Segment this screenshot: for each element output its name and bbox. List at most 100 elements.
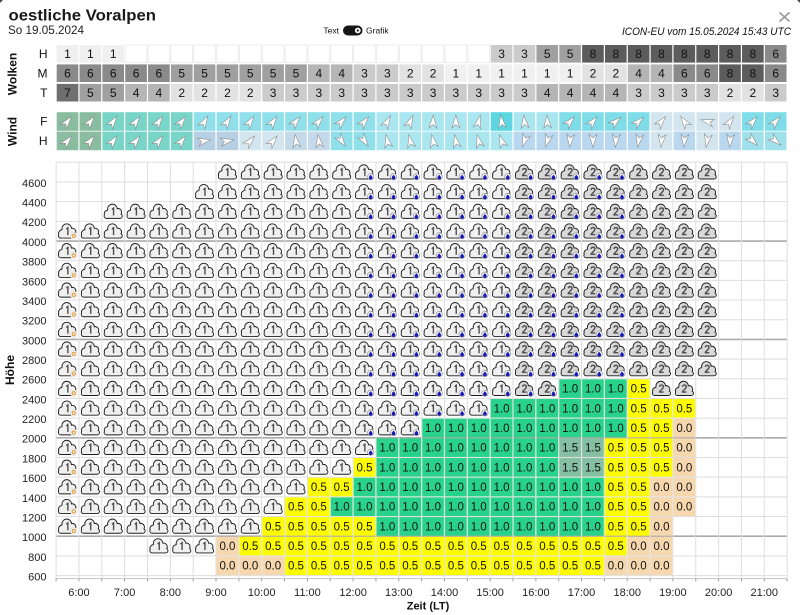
svg-text:0.5: 0.5 bbox=[585, 561, 601, 573]
svg-text:1.0: 1.0 bbox=[539, 482, 555, 494]
svg-text:0.5: 0.5 bbox=[516, 561, 532, 573]
svg-text:8: 8 bbox=[590, 47, 597, 61]
svg-text:3: 3 bbox=[407, 86, 414, 100]
svg-text:20:00: 20:00 bbox=[705, 587, 733, 599]
svg-text:6: 6 bbox=[772, 66, 779, 80]
svg-text:1.0: 1.0 bbox=[516, 423, 532, 435]
svg-text:1.0: 1.0 bbox=[471, 443, 487, 455]
svg-text:4: 4 bbox=[658, 66, 665, 80]
svg-text:1.0: 1.0 bbox=[379, 502, 395, 514]
svg-text:18:00: 18:00 bbox=[613, 587, 641, 599]
svg-text:0.5: 0.5 bbox=[631, 502, 647, 514]
svg-text:4000: 4000 bbox=[22, 237, 46, 249]
svg-text:11:00: 11:00 bbox=[294, 587, 321, 599]
svg-text:1.0: 1.0 bbox=[425, 423, 441, 435]
svg-text:0.5: 0.5 bbox=[471, 541, 487, 553]
svg-text:3: 3 bbox=[681, 86, 688, 100]
svg-text:1.0: 1.0 bbox=[516, 502, 532, 514]
svg-text:2: 2 bbox=[201, 86, 208, 100]
svg-text:1.5: 1.5 bbox=[562, 443, 578, 455]
svg-text:3: 3 bbox=[475, 86, 482, 100]
svg-text:3000: 3000 bbox=[22, 335, 46, 347]
svg-text:0.5: 0.5 bbox=[653, 423, 669, 435]
svg-text:600: 600 bbox=[28, 571, 46, 583]
svg-text:6: 6 bbox=[87, 66, 94, 80]
svg-text:1.0: 1.0 bbox=[539, 462, 555, 474]
svg-text:4: 4 bbox=[315, 66, 322, 80]
svg-text:0.0: 0.0 bbox=[219, 541, 235, 553]
svg-text:0.5: 0.5 bbox=[425, 541, 441, 553]
svg-text:1.0: 1.0 bbox=[494, 521, 510, 533]
svg-text:1.0: 1.0 bbox=[585, 384, 601, 396]
svg-text:0.0: 0.0 bbox=[631, 561, 647, 573]
svg-text:2: 2 bbox=[407, 66, 414, 80]
svg-text:0.5: 0.5 bbox=[357, 541, 373, 553]
svg-text:3: 3 bbox=[384, 86, 391, 100]
svg-text:3: 3 bbox=[498, 86, 505, 100]
svg-text:0.5: 0.5 bbox=[288, 561, 304, 573]
svg-text:8: 8 bbox=[727, 66, 734, 80]
svg-text:5: 5 bbox=[87, 86, 94, 100]
svg-text:1.0: 1.0 bbox=[379, 462, 395, 474]
svg-text:4600: 4600 bbox=[22, 178, 46, 190]
svg-text:M: M bbox=[38, 66, 48, 80]
svg-text:6: 6 bbox=[704, 66, 711, 80]
svg-text:Höhe: Höhe bbox=[3, 355, 17, 385]
svg-text:21:00: 21:00 bbox=[751, 587, 779, 599]
svg-text:0.5: 0.5 bbox=[608, 443, 624, 455]
svg-text:3: 3 bbox=[384, 66, 391, 80]
svg-text:1.0: 1.0 bbox=[494, 462, 510, 474]
svg-text:1.0: 1.0 bbox=[608, 384, 624, 396]
svg-text:Text: Text bbox=[323, 26, 339, 36]
svg-text:1.0: 1.0 bbox=[425, 521, 441, 533]
svg-text:0.5: 0.5 bbox=[653, 403, 669, 415]
svg-text:Zeit (LT): Zeit (LT) bbox=[407, 601, 450, 613]
svg-text:0.5: 0.5 bbox=[334, 561, 350, 573]
svg-text:1.0: 1.0 bbox=[425, 482, 441, 494]
svg-text:So 19.05.2024: So 19.05.2024 bbox=[8, 23, 84, 37]
svg-text:4: 4 bbox=[635, 66, 642, 80]
svg-text:4400: 4400 bbox=[22, 198, 46, 210]
svg-text:0.5: 0.5 bbox=[539, 541, 555, 553]
svg-text:1200: 1200 bbox=[22, 512, 46, 524]
svg-text:1.0: 1.0 bbox=[608, 423, 624, 435]
svg-text:4: 4 bbox=[567, 86, 574, 100]
svg-text:0.5: 0.5 bbox=[379, 561, 395, 573]
svg-text:0.0: 0.0 bbox=[653, 561, 669, 573]
svg-text:H: H bbox=[39, 134, 48, 148]
svg-text:0.5: 0.5 bbox=[631, 521, 647, 533]
svg-text:0.5: 0.5 bbox=[539, 561, 555, 573]
svg-text:4: 4 bbox=[544, 86, 551, 100]
svg-text:1.5: 1.5 bbox=[562, 462, 578, 474]
svg-text:7: 7 bbox=[64, 86, 71, 100]
svg-text:Wind: Wind bbox=[6, 117, 20, 146]
svg-text:0.5: 0.5 bbox=[631, 423, 647, 435]
svg-text:1.0: 1.0 bbox=[516, 443, 532, 455]
svg-text:0.5: 0.5 bbox=[631, 384, 647, 396]
svg-text:4: 4 bbox=[338, 66, 345, 80]
svg-text:4200: 4200 bbox=[22, 217, 46, 229]
svg-text:1.0: 1.0 bbox=[494, 482, 510, 494]
svg-text:0.5: 0.5 bbox=[653, 462, 669, 474]
svg-text:1800: 1800 bbox=[22, 453, 46, 465]
svg-text:1.0: 1.0 bbox=[562, 502, 578, 514]
svg-text:0.5: 0.5 bbox=[631, 443, 647, 455]
svg-text:0.5: 0.5 bbox=[631, 462, 647, 474]
svg-text:1.0: 1.0 bbox=[471, 502, 487, 514]
svg-text:1.0: 1.0 bbox=[379, 443, 395, 455]
svg-text:1.0: 1.0 bbox=[448, 521, 464, 533]
svg-text:0.5: 0.5 bbox=[631, 403, 647, 415]
svg-text:3: 3 bbox=[635, 86, 642, 100]
svg-text:6:00: 6:00 bbox=[68, 587, 89, 599]
svg-text:1.0: 1.0 bbox=[448, 423, 464, 435]
svg-text:2: 2 bbox=[247, 86, 254, 100]
svg-text:1.0: 1.0 bbox=[357, 502, 373, 514]
svg-text:2: 2 bbox=[727, 86, 734, 100]
svg-text:2200: 2200 bbox=[22, 414, 46, 426]
svg-text:0.5: 0.5 bbox=[334, 541, 350, 553]
svg-text:3: 3 bbox=[315, 86, 322, 100]
svg-text:1.0: 1.0 bbox=[608, 403, 624, 415]
svg-text:3: 3 bbox=[658, 86, 665, 100]
svg-text:0.5: 0.5 bbox=[311, 561, 327, 573]
svg-text:1: 1 bbox=[521, 66, 528, 80]
